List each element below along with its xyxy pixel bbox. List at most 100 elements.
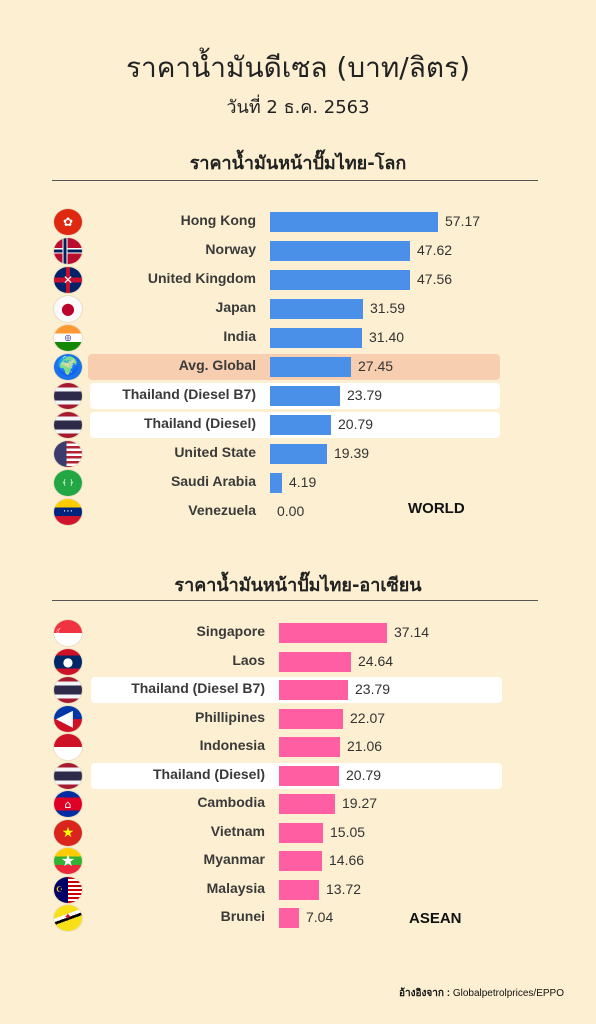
bar xyxy=(270,386,340,406)
value-label: 47.62 xyxy=(417,242,453,258)
value-label: 37.14 xyxy=(394,624,430,640)
category-label: Thailand (Diesel) xyxy=(143,415,256,431)
bar xyxy=(279,879,319,900)
bar xyxy=(279,822,323,843)
world-region-tag: WORLD xyxy=(408,500,465,517)
chart-row: Norway 47.62 xyxy=(0,237,596,266)
bar xyxy=(279,765,339,786)
chart-row: ✦ Brunei 7.04 xyxy=(0,904,596,933)
thailand-flag-icon xyxy=(54,383,82,409)
category-label: Laos xyxy=(232,651,265,668)
value-label: 7.04 xyxy=(306,909,334,925)
bar xyxy=(279,794,335,814)
bar xyxy=(270,473,282,493)
category-label: Singapore xyxy=(196,623,265,639)
myanmar-flag-icon: ★ xyxy=(54,848,82,874)
category-label: Venezuela xyxy=(188,502,256,518)
category-label: Brunei xyxy=(220,908,265,924)
chart-row: ◎ India 31.40 xyxy=(0,324,596,353)
source-text: Globalpetrolprices/EPPO xyxy=(452,988,564,999)
bar xyxy=(270,328,362,348)
category-label: Thailand (Diesel B7) xyxy=(122,386,256,402)
category-label: Avg. Global xyxy=(178,357,256,373)
value-label: 57.17 xyxy=(445,213,481,229)
philippines-flag-icon: ◀ xyxy=(54,705,82,732)
singapore-flag-icon: ☾ xyxy=(54,620,82,646)
bar xyxy=(270,241,410,261)
value-label: 15.05 xyxy=(330,823,366,840)
bar xyxy=(279,708,343,729)
category-label: Vietnam xyxy=(210,822,265,839)
page-subtitle: วันที่ 2 ธ.ค. 2563 xyxy=(226,97,370,118)
category-label: Saudi Arabia xyxy=(170,473,256,489)
saudi-arabia-flag-icon: ﴾ ﴿ xyxy=(54,470,82,496)
indonesia-flag-icon xyxy=(54,734,82,760)
bar xyxy=(270,444,327,464)
india-flag-icon: ◎ xyxy=(54,325,82,351)
japan-flag-icon: ● xyxy=(54,296,82,322)
value-label: 31.59 xyxy=(370,300,406,316)
chart-row: Thailand (Diesel) 20.79 xyxy=(0,762,596,791)
value-label: 4.19 xyxy=(289,474,317,490)
usa-flag-icon xyxy=(54,441,82,467)
category-label: Thailand (Diesel B7) xyxy=(131,680,265,696)
venezuela-flag-icon: ⋯ xyxy=(54,499,82,525)
malaysia-flag-icon: ☪ xyxy=(54,876,82,903)
category-label: United Kingdom xyxy=(147,270,256,286)
thailand-flag-icon xyxy=(54,412,82,438)
chart-row: ⌂ Cambodia 19.27 xyxy=(0,790,596,819)
chart-row: ★ Myanmar 14.66 xyxy=(0,847,596,876)
bar xyxy=(279,623,387,643)
category-label: Malaysia xyxy=(206,879,265,896)
category-label: Thailand (Diesel) xyxy=(152,765,265,782)
brunei-flag-icon: ✦ xyxy=(54,905,82,931)
bar xyxy=(279,737,340,757)
category-label: Phillipines xyxy=(194,708,265,725)
thailand-flag-icon xyxy=(54,762,82,789)
chart-row: ⋯ Venezuela 0.00 xyxy=(0,498,596,527)
chart-row: ● Japan 31.59 xyxy=(0,295,596,324)
chart-row: ✕ United Kingdom 47.56 xyxy=(0,266,596,295)
cambodia-flag-icon: ⌂ xyxy=(54,791,82,817)
chart-row: ◀ Phillipines 22.07 xyxy=(0,705,596,734)
bar xyxy=(270,212,438,232)
bar xyxy=(279,908,299,928)
chart-row: Indonesia 21.06 xyxy=(0,733,596,762)
category-label: United State xyxy=(174,444,256,460)
thailand-flag-icon xyxy=(54,677,82,703)
bar xyxy=(270,357,351,377)
chart-row: ● Laos 24.64 xyxy=(0,648,596,677)
chart-row: Thailand (Diesel) 20.79 xyxy=(0,411,596,440)
globe-icon: 🌍 xyxy=(54,354,82,380)
chart-row: 🌍 Avg. Global 27.45 xyxy=(0,353,596,382)
chart-row: ★ Vietnam 15.05 xyxy=(0,819,596,848)
category-label: Japan xyxy=(215,299,256,315)
category-label: Myanmar xyxy=(203,851,265,867)
category-label: Norway xyxy=(205,241,256,257)
asean-divider xyxy=(52,600,538,601)
asean-section-title: ราคาน้ำมันหน้าปั๊มไทย-อาเซียน xyxy=(174,575,422,596)
value-label: 19.27 xyxy=(342,795,378,811)
value-label: 21.06 xyxy=(347,738,383,754)
value-label: 14.66 xyxy=(329,852,365,868)
chart-row: ☪ Malaysia 13.72 xyxy=(0,876,596,905)
value-label: 19.39 xyxy=(334,445,370,461)
chart-row: Thailand (Diesel B7) 23.79 xyxy=(0,676,596,705)
category-label: Cambodia xyxy=(197,794,265,810)
vietnam-flag-icon: ★ xyxy=(54,819,82,846)
category-label: Hong Kong xyxy=(180,212,256,228)
value-label: 20.79 xyxy=(338,416,374,432)
value-label: 13.72 xyxy=(326,880,362,897)
world-divider xyxy=(52,180,538,181)
category-label: Indonesia xyxy=(199,737,265,753)
value-label: 31.40 xyxy=(369,329,405,345)
world-section-title: ราคาน้ำมันหน้าปั๊มไทย-โลก xyxy=(189,153,407,174)
value-label: 23.79 xyxy=(347,387,383,403)
bar xyxy=(279,651,351,672)
chart-row: ✿ Hong Kong 57.17 xyxy=(0,208,596,237)
bar xyxy=(279,680,348,700)
hong-kong-flag-icon: ✿ xyxy=(54,209,82,235)
bar xyxy=(279,851,322,871)
chart-row: United State 19.39 xyxy=(0,440,596,469)
value-label: 23.79 xyxy=(355,681,391,697)
